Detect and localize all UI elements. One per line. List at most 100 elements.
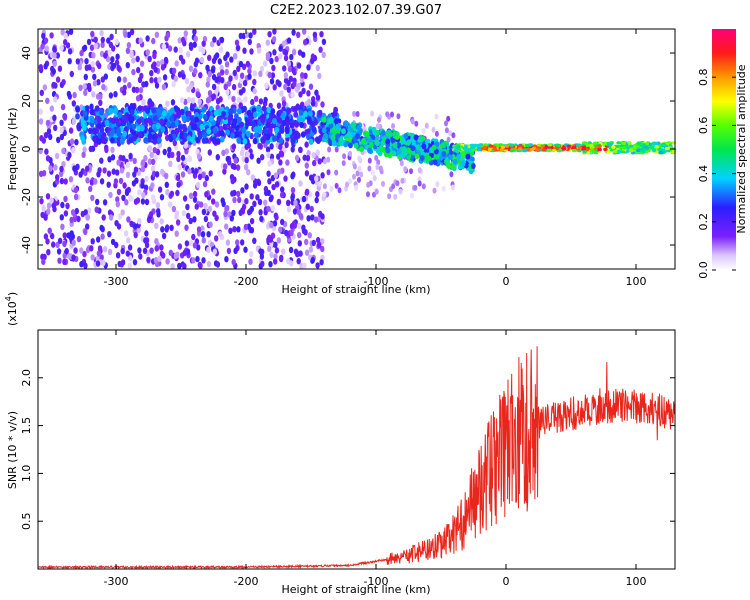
spectrogram-cell <box>261 105 267 112</box>
spectrogram-cell <box>415 144 421 151</box>
spectrogram-cell <box>434 113 439 120</box>
spectrogram-cell <box>441 185 446 192</box>
spectrogram-cell <box>99 50 105 58</box>
spectrogram-cell <box>304 238 309 246</box>
spectrogram-cell <box>89 179 95 186</box>
spectrogram-cell <box>196 153 202 160</box>
spectrogram-cell <box>531 146 537 150</box>
spectrogram-cell <box>182 263 187 270</box>
spectrogram-cell <box>228 227 233 234</box>
spectrogram-cell <box>221 200 226 208</box>
spectrogram-cell <box>283 72 289 79</box>
spectrogram-cell <box>406 139 412 146</box>
spectrogram-cell <box>162 74 168 81</box>
spectrogram-cell <box>131 86 137 93</box>
spectrogram-cell <box>239 72 245 79</box>
spectrogram-cell <box>192 190 198 198</box>
spectrogram-cell <box>235 44 241 52</box>
spectrogram-cell <box>276 237 281 244</box>
spectrogram-cell <box>283 83 288 91</box>
spectrogram-cell <box>123 31 128 38</box>
spectrogram-cell <box>206 260 212 268</box>
spectrogram-cell <box>233 247 238 254</box>
spectrogram-cell <box>188 217 193 225</box>
spectrogram-cell <box>232 196 237 204</box>
spectrogram-cell <box>164 226 169 233</box>
spectrogram-cell <box>426 155 432 162</box>
spectrogram-cell <box>304 188 310 195</box>
spectrogram-cell <box>583 141 588 145</box>
colorbar-tick-label: 0.8 <box>697 68 710 86</box>
spectrogram-cell <box>125 47 131 54</box>
spectrogram-cell <box>202 132 208 139</box>
spectrogram-cell <box>259 65 265 73</box>
spectrogram-cell <box>265 39 270 46</box>
spectrogram-cell <box>215 98 221 105</box>
spectrogram-cell <box>102 246 108 253</box>
spectrogram-cell <box>272 49 277 56</box>
spectrogram-cell <box>392 142 398 149</box>
spectrogram-cell <box>55 52 60 59</box>
spectrogram-cell <box>171 67 177 75</box>
spectrogram-cell <box>156 60 161 67</box>
spectrogram-cell <box>55 174 60 181</box>
spectrogram-cell <box>203 114 208 121</box>
spectrogram-cell <box>194 203 199 210</box>
spectrogram-cell <box>316 137 321 144</box>
spectrogram-cell <box>175 189 180 197</box>
spectrogram-cell <box>652 142 658 146</box>
snr-x-ticks: -300 -200 -100 0 100 <box>104 330 647 588</box>
spectrogram-cell <box>541 148 547 152</box>
spectrogram-cell <box>116 223 122 230</box>
spectrogram-cell <box>269 251 274 258</box>
spectrogram-cell <box>223 54 228 62</box>
colorbar-tick-label: 0.2 <box>697 213 710 231</box>
spectrogram-cell <box>131 123 137 131</box>
spectrogram-cell <box>48 165 53 172</box>
spectrogram-cell <box>113 91 118 98</box>
spectrogram-cell <box>264 82 269 89</box>
spectrogram-cell <box>82 83 87 90</box>
spectrogram-cell <box>169 115 175 123</box>
spectrogram-cell <box>71 118 77 125</box>
spectrogram-cell <box>317 158 322 165</box>
spectrogram-cell <box>357 165 362 172</box>
spectrogram-cell <box>170 122 176 129</box>
spectrogram-cell <box>304 249 310 256</box>
spectrogram-cell <box>168 201 173 208</box>
spectrogram-cell <box>249 48 254 55</box>
spectrogram-cell <box>321 38 327 45</box>
spectrogram-cell <box>240 239 245 246</box>
spectrogram-cell <box>546 148 552 152</box>
spectrogram-cell <box>636 141 642 145</box>
spectrogram-cell <box>182 195 188 202</box>
spectrogram-cell <box>252 111 258 118</box>
spectrogram-cell <box>59 214 64 221</box>
spectrogram-cell <box>280 186 285 193</box>
spectrogram-cell <box>127 82 132 89</box>
spectrogram-cell <box>204 191 209 198</box>
spectrogram-cell <box>246 169 251 176</box>
spectrogram-cell <box>126 216 131 223</box>
spectrogram-cell <box>301 224 306 231</box>
spectrogram-cell <box>154 171 160 178</box>
spectrogram-cell <box>292 208 298 215</box>
spectrogram-cell <box>153 257 159 264</box>
spectrogram-cell <box>629 149 634 153</box>
spectrogram-cell <box>185 203 190 211</box>
spectrogram-cell <box>381 180 385 187</box>
spectrogram-cell <box>413 184 418 191</box>
spectrogram-cell <box>99 224 104 232</box>
spectrogram-cell <box>160 168 165 176</box>
spectrogram-cell <box>288 246 294 254</box>
spectrogram-cell <box>71 239 76 246</box>
spectrogram-cell <box>132 135 137 142</box>
spectrogram-cell <box>432 159 438 166</box>
spectrogram-cell <box>198 72 203 79</box>
spectrogram-cell <box>225 205 230 212</box>
spectrogram-cell <box>83 262 88 269</box>
spectrogram-cell <box>115 169 120 176</box>
spectrogram-cell <box>300 72 305 79</box>
spectrogram-cell <box>589 144 594 148</box>
spectrogram-cell <box>91 52 96 59</box>
